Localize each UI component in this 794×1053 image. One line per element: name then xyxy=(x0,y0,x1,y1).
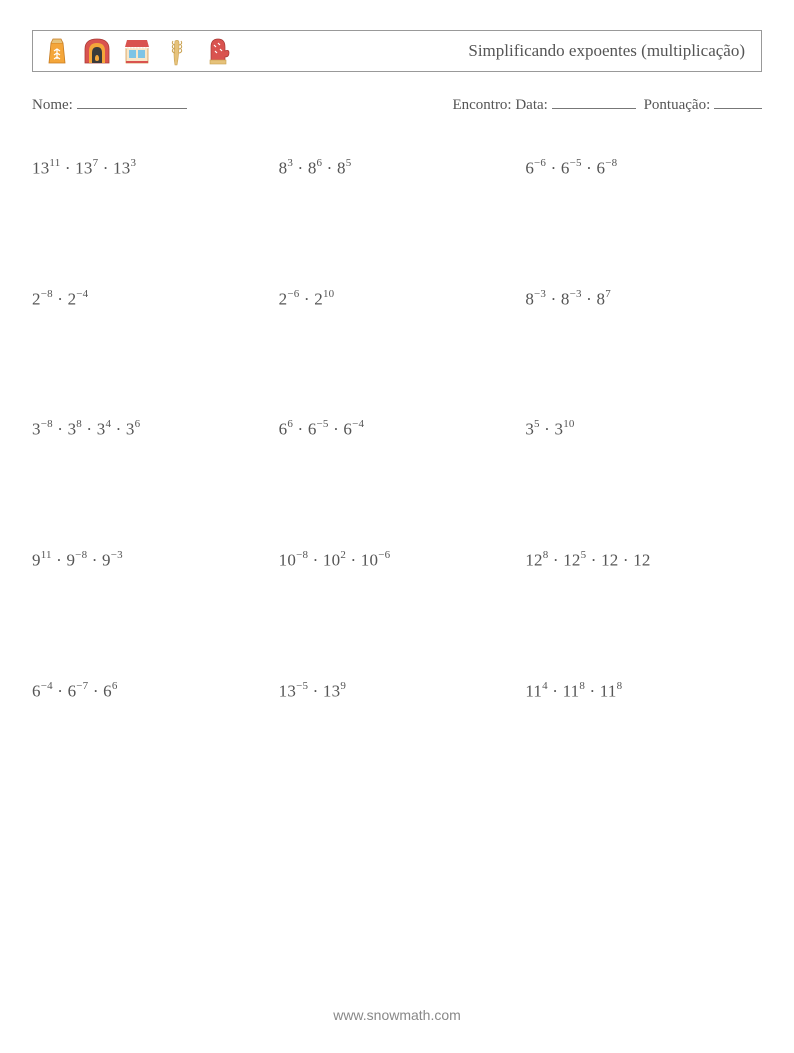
problem: 3−8 · 38 · 34 · 36 xyxy=(32,419,269,440)
score-field: Pontuação: xyxy=(644,94,762,114)
problem: 6−6 · 6−5 · 6−8 xyxy=(525,158,762,179)
problem: 13−5 · 139 xyxy=(279,681,516,702)
name-field: Nome: xyxy=(32,94,187,114)
problem: 66 · 6−5 · 6−4 xyxy=(279,419,516,440)
problem: 128 · 125 · 12 · 12 xyxy=(525,550,762,571)
name-label: Nome: xyxy=(32,97,73,113)
wheat-icon xyxy=(159,33,195,69)
header-icons xyxy=(39,33,235,69)
flour-bag-icon xyxy=(39,33,75,69)
problem: 35 · 310 xyxy=(525,419,762,440)
problem: 1311 · 137 · 133 xyxy=(32,158,269,179)
problem: 8−3 · 8−3 · 87 xyxy=(525,289,762,310)
problems-grid: 1311 · 137 · 133 83 · 86 · 85 6−6 · 6−5 · … xyxy=(32,158,762,701)
oven-icon xyxy=(79,33,115,69)
problem: 2−6 · 210 xyxy=(279,289,516,310)
problem: 2−8 · 2−4 xyxy=(32,289,269,310)
problem: 114 · 118 · 118 xyxy=(525,681,762,702)
bakery-shop-icon xyxy=(119,33,155,69)
score-label: Pontuação: xyxy=(644,97,711,113)
date-label: Encontro: Data: xyxy=(452,97,547,113)
date-field: Encontro: Data: xyxy=(452,94,635,114)
footer-url: www.snowmath.com xyxy=(0,1007,794,1023)
problem: 6−4 · 6−7 · 66 xyxy=(32,681,269,702)
worksheet-title: Simplificando expoentes (multiplicação) xyxy=(468,41,751,61)
worksheet-header: Simplificando expoentes (multiplicação) xyxy=(32,30,762,72)
name-blank xyxy=(77,94,187,109)
problem: 10−8 · 102 · 10−6 xyxy=(279,550,516,571)
score-blank xyxy=(714,94,762,109)
meta-row: Nome: Encontro: Data: Pontuação: xyxy=(32,94,762,114)
oven-mitt-icon xyxy=(199,33,235,69)
problem: 911 · 9−8 · 9−3 xyxy=(32,550,269,571)
date-blank xyxy=(552,94,636,109)
problem: 83 · 86 · 85 xyxy=(279,158,516,179)
